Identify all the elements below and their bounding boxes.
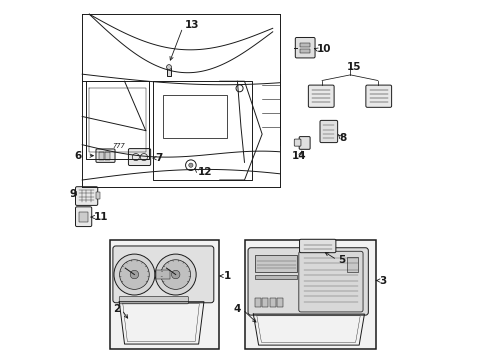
Circle shape xyxy=(161,260,190,289)
Text: 9: 9 xyxy=(70,189,77,199)
Bar xyxy=(277,298,283,307)
Bar xyxy=(163,95,226,138)
Bar xyxy=(299,43,309,48)
Text: 8: 8 xyxy=(339,133,346,143)
FancyBboxPatch shape xyxy=(319,120,337,143)
FancyBboxPatch shape xyxy=(128,149,150,166)
Text: 11: 11 xyxy=(93,212,108,222)
FancyBboxPatch shape xyxy=(294,139,300,146)
FancyBboxPatch shape xyxy=(365,85,391,107)
FancyBboxPatch shape xyxy=(119,296,188,304)
Bar xyxy=(166,68,171,76)
Text: 777: 777 xyxy=(113,144,125,149)
Bar xyxy=(244,240,375,349)
FancyBboxPatch shape xyxy=(308,85,333,107)
Bar xyxy=(299,49,309,53)
Circle shape xyxy=(188,163,193,167)
Circle shape xyxy=(171,270,180,279)
Text: 4: 4 xyxy=(233,304,241,314)
FancyBboxPatch shape xyxy=(113,246,213,303)
Bar xyxy=(255,256,297,273)
FancyBboxPatch shape xyxy=(75,207,92,226)
Bar xyxy=(346,257,357,272)
Bar xyxy=(269,298,275,307)
Circle shape xyxy=(166,65,171,69)
Bar xyxy=(96,192,100,199)
FancyBboxPatch shape xyxy=(75,187,98,206)
FancyBboxPatch shape xyxy=(299,239,335,253)
Bar xyxy=(255,298,260,307)
Text: 10: 10 xyxy=(317,45,331,54)
Text: 13: 13 xyxy=(184,20,199,30)
Circle shape xyxy=(155,254,196,295)
Bar xyxy=(79,212,88,222)
Circle shape xyxy=(130,270,139,279)
FancyBboxPatch shape xyxy=(247,248,367,315)
Bar xyxy=(255,275,297,279)
Text: 12: 12 xyxy=(198,167,212,177)
Bar xyxy=(155,270,169,279)
Circle shape xyxy=(120,260,149,289)
Circle shape xyxy=(114,254,155,295)
Text: 5: 5 xyxy=(337,256,345,265)
Text: 7: 7 xyxy=(155,153,162,163)
FancyBboxPatch shape xyxy=(299,136,309,149)
Bar xyxy=(99,153,103,159)
Text: 1: 1 xyxy=(223,271,230,281)
Bar xyxy=(109,240,219,349)
Text: 15: 15 xyxy=(346,62,361,72)
Text: 3: 3 xyxy=(379,275,386,285)
Text: 14: 14 xyxy=(291,151,306,161)
FancyBboxPatch shape xyxy=(295,37,314,58)
Text: 2: 2 xyxy=(113,304,120,314)
FancyBboxPatch shape xyxy=(96,149,115,162)
Bar xyxy=(105,153,110,159)
Text: 6: 6 xyxy=(74,150,81,161)
FancyBboxPatch shape xyxy=(298,251,362,312)
Bar xyxy=(262,298,267,307)
